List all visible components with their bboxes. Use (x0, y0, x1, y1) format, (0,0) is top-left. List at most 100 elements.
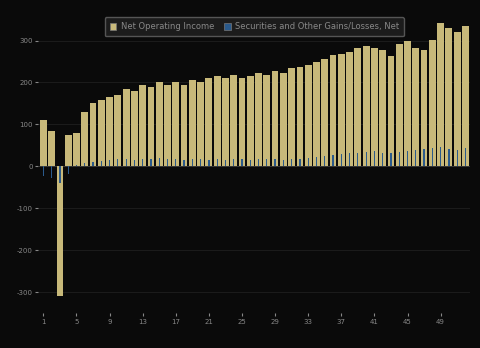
Bar (454, 32, 460, 166)
Bar (390, 153, 392, 166)
Bar (462, 26, 469, 166)
Bar (164, 85, 171, 166)
Bar (330, 55, 336, 166)
Bar (349, 153, 350, 166)
Bar (139, 85, 146, 166)
Bar (192, 159, 193, 166)
Bar (125, 159, 127, 166)
Bar (158, 158, 160, 166)
Bar (65, 135, 72, 166)
Bar (382, 152, 384, 166)
Bar (308, 158, 309, 166)
Bar (76, 165, 77, 166)
Bar (57, 166, 63, 296)
Bar (465, 148, 466, 166)
Bar (101, 161, 102, 166)
Bar (396, 44, 403, 166)
Bar (371, 48, 378, 166)
Bar (156, 82, 163, 166)
Bar (324, 156, 325, 166)
Bar (189, 80, 196, 166)
Bar (354, 48, 361, 166)
Bar (264, 75, 270, 166)
Bar (448, 149, 449, 166)
Bar (445, 28, 452, 166)
Bar (147, 87, 155, 166)
Bar (398, 152, 400, 166)
Bar (429, 40, 436, 166)
Bar (291, 159, 292, 166)
Bar (92, 162, 94, 166)
Bar (216, 159, 218, 166)
Bar (123, 89, 130, 166)
Bar (200, 159, 201, 166)
Bar (365, 152, 367, 166)
Bar (167, 159, 168, 166)
Bar (247, 76, 253, 166)
Bar (40, 120, 47, 166)
Bar (239, 78, 245, 166)
Bar (172, 82, 179, 166)
Bar (258, 159, 259, 166)
Bar (275, 159, 276, 166)
Bar (423, 149, 425, 166)
Bar (420, 50, 428, 166)
Bar (357, 152, 359, 166)
Bar (313, 62, 320, 166)
Bar (197, 82, 204, 166)
Bar (134, 160, 135, 166)
Bar (363, 46, 370, 166)
Bar (208, 160, 209, 166)
Bar (73, 133, 80, 166)
Bar (321, 60, 328, 166)
Bar (241, 159, 242, 166)
Bar (230, 75, 237, 166)
Bar (222, 78, 229, 166)
Bar (415, 150, 416, 166)
Bar (183, 160, 185, 166)
Bar (109, 160, 110, 166)
Bar (283, 160, 284, 166)
Bar (255, 73, 262, 166)
Bar (131, 91, 138, 166)
Bar (43, 166, 44, 176)
Bar (114, 95, 121, 166)
Bar (214, 76, 220, 166)
Bar (404, 41, 411, 166)
Bar (150, 159, 152, 166)
Bar (437, 23, 444, 166)
Bar (205, 78, 212, 166)
Bar (456, 150, 458, 166)
Bar (233, 159, 234, 166)
Bar (280, 73, 287, 166)
Bar (316, 157, 317, 166)
Bar (432, 148, 433, 166)
Bar (272, 71, 278, 166)
Bar (106, 97, 113, 166)
Bar (338, 54, 345, 166)
Bar (84, 164, 85, 166)
Bar (346, 52, 353, 166)
Bar (440, 147, 441, 166)
Bar (288, 68, 295, 166)
Bar (81, 112, 88, 166)
Bar (341, 154, 342, 166)
Bar (48, 131, 55, 166)
Bar (297, 66, 303, 166)
Bar (98, 100, 105, 166)
Bar (387, 56, 395, 166)
Bar (51, 166, 52, 178)
Bar (225, 160, 226, 166)
Bar (412, 48, 419, 166)
Bar (117, 159, 119, 166)
Bar (68, 166, 69, 174)
Legend: Net Operating Income, Securities and Other Gains/Losses, Net: Net Operating Income, Securities and Oth… (105, 17, 404, 36)
Bar (180, 85, 188, 166)
Bar (305, 65, 312, 166)
Bar (250, 160, 251, 166)
Bar (407, 151, 408, 166)
Bar (379, 50, 386, 166)
Bar (374, 151, 375, 166)
Bar (266, 159, 267, 166)
Bar (175, 159, 176, 166)
